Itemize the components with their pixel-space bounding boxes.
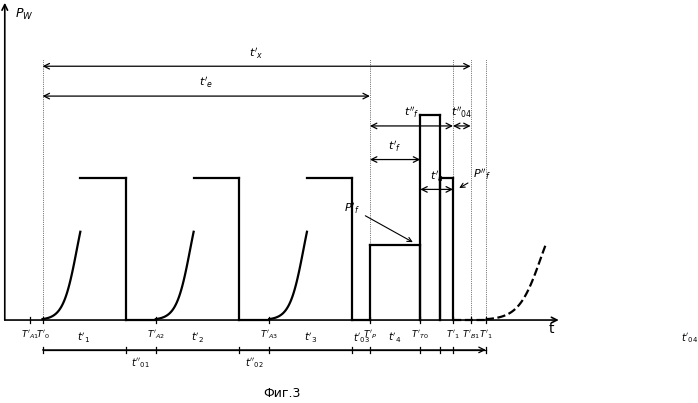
Text: $t''_{01}$: $t''_{01}$ — [131, 357, 150, 370]
Text: $t'_{03}$: $t'_{03}$ — [352, 332, 369, 345]
Text: $T'_0$: $T'_0$ — [36, 328, 50, 341]
Text: $T'_{A3}$: $T'_{A3}$ — [260, 328, 279, 341]
Text: $t'_a$: $t'_a$ — [430, 169, 444, 184]
Text: $T'_{T0}$: $T'_{T0}$ — [411, 328, 429, 341]
Text: $t'_e$: $t'_e$ — [199, 76, 214, 91]
Text: $T'_1$: $T'_1$ — [479, 328, 493, 341]
Text: $t'_f$: $t'_f$ — [388, 139, 402, 154]
Text: Фиг.3: Фиг.3 — [263, 387, 300, 400]
Text: $T'_{B1}$: $T'_{B1}$ — [461, 328, 480, 341]
Text: $t'_4$: $t'_4$ — [388, 331, 402, 345]
Text: $t''_{02}$: $t''_{02}$ — [245, 357, 263, 370]
Text: $P'_f$: $P'_f$ — [344, 201, 412, 241]
Text: $t'_2$: $t'_2$ — [191, 331, 204, 345]
Text: $t''_f$: $t''_f$ — [403, 106, 419, 120]
Text: $T'_1$: $T'_1$ — [446, 328, 460, 341]
Text: $t'_1$: $t'_1$ — [77, 331, 91, 345]
Text: $T'_{A2}$: $T'_{A2}$ — [147, 328, 165, 341]
Text: $t'_3$: $t'_3$ — [304, 331, 318, 345]
Text: $T'_{A1}$: $T'_{A1}$ — [21, 328, 39, 341]
Text: $T'_P$: $T'_P$ — [363, 328, 377, 341]
Text: $P_W$: $P_W$ — [15, 6, 34, 22]
Text: $P''_f$: $P''_f$ — [460, 168, 491, 187]
Text: t: t — [548, 322, 554, 337]
Text: $t'_x$: $t'_x$ — [249, 46, 264, 60]
Text: $t'_{04}$: $t'_{04}$ — [681, 332, 698, 345]
Text: $t''_{04}$: $t''_{04}$ — [451, 106, 473, 120]
